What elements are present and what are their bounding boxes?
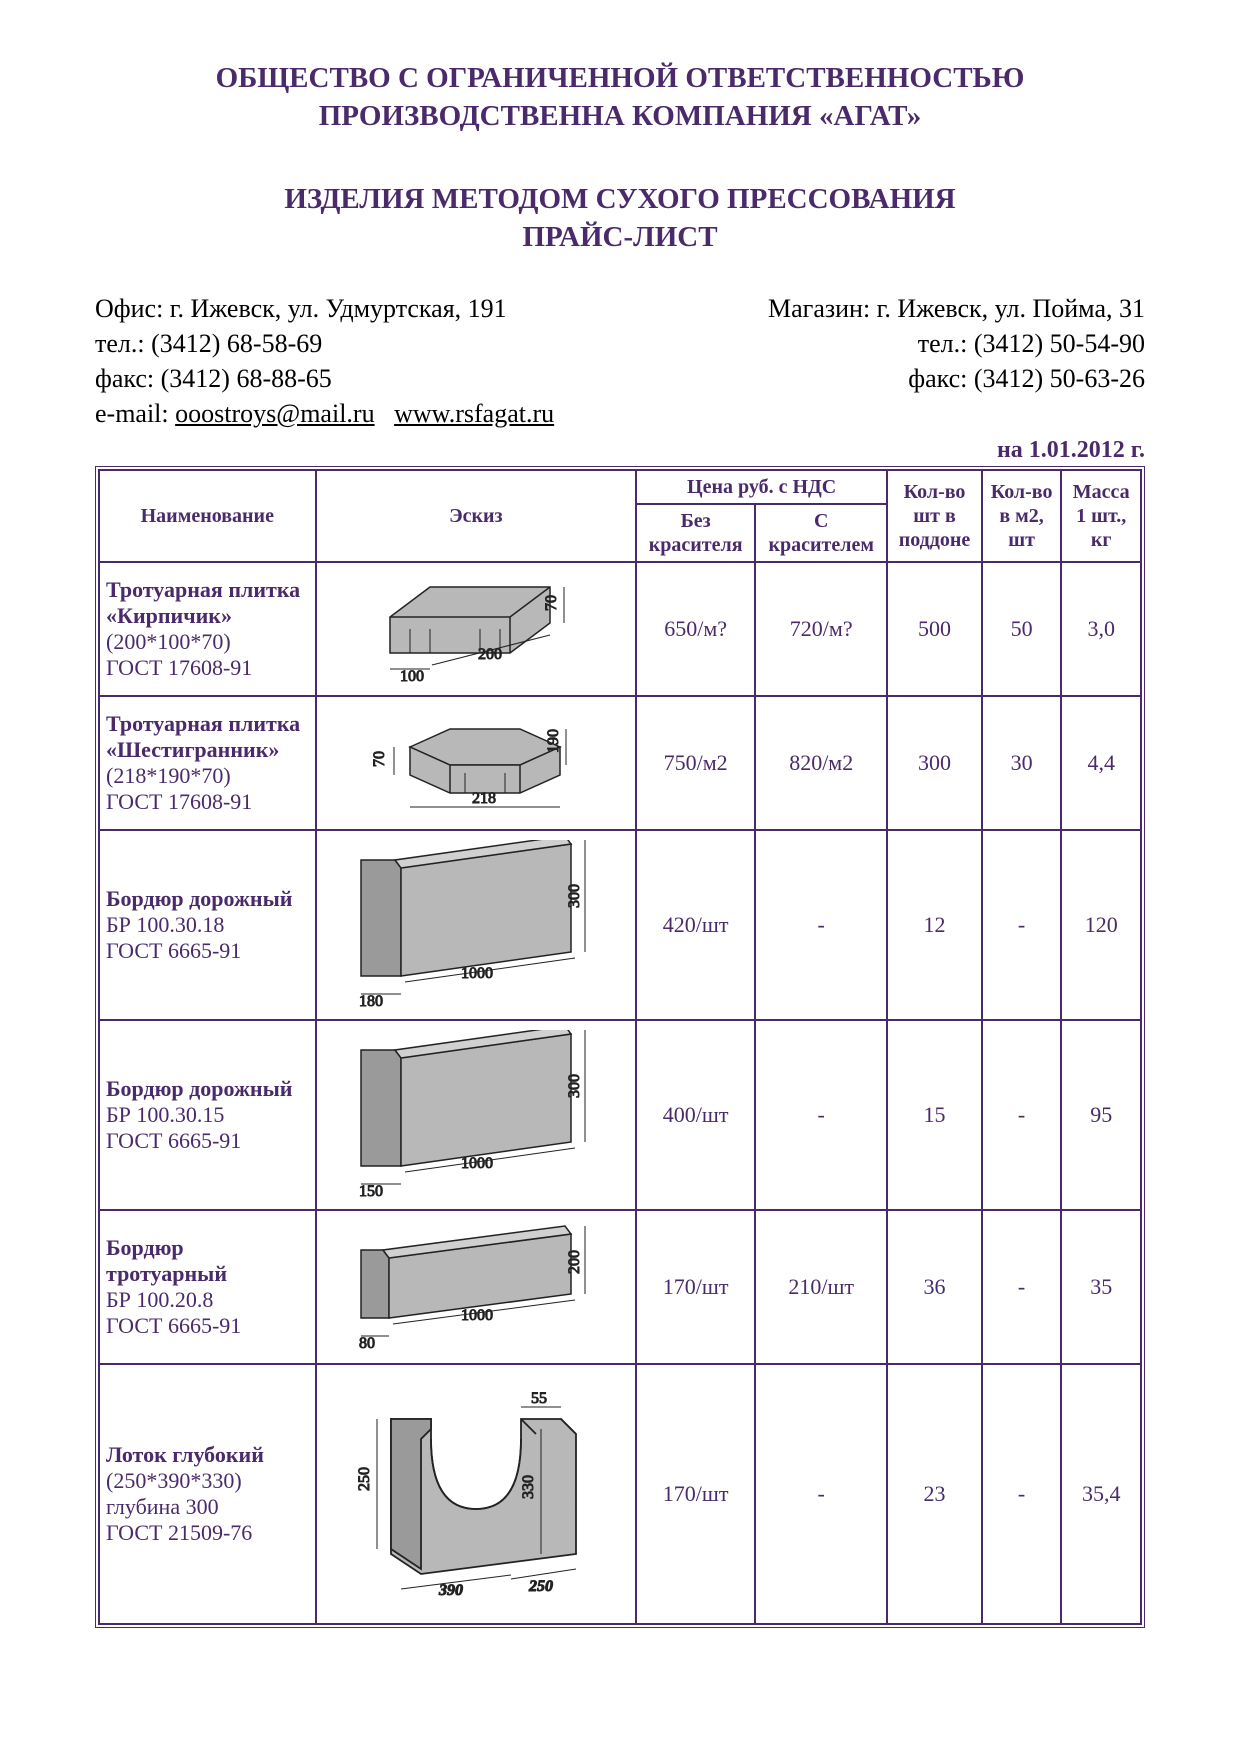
store-fax: факс: (3412) 50-63-26 xyxy=(725,361,1145,396)
svg-text:180: 180 xyxy=(359,993,383,1010)
cell-price-no-dye: 170/шт xyxy=(636,1364,755,1624)
cell-sketch: 100 200 70 xyxy=(316,562,636,696)
cell-mass: 95 xyxy=(1061,1020,1141,1210)
office-tel: тел.: (3412) 68-58-69 xyxy=(95,326,554,361)
svg-text:70: 70 xyxy=(371,751,388,767)
svg-text:80: 80 xyxy=(359,1335,375,1352)
cell-name: Лоток глубокий(250*390*330)глубина 300ГО… xyxy=(99,1364,316,1624)
cell-qty-m2: - xyxy=(982,1364,1062,1624)
cell-price-dye: 210/шт xyxy=(755,1210,887,1364)
cell-price-no-dye: 170/шт xyxy=(636,1210,755,1364)
doc-title: ИЗДЕЛИЯ МЕТОДОМ СУХОГО ПРЕССОВАНИЯ ПРАЙС… xyxy=(95,181,1145,256)
cell-sketch: 250 330 55 390 250 xyxy=(316,1364,636,1624)
cell-qty-pallet: 36 xyxy=(887,1210,982,1364)
svg-text:55: 55 xyxy=(531,1390,547,1407)
cell-price-no-dye: 750/м2 xyxy=(636,696,755,830)
table-row: Тротуарная плитка «Шестигранник»(218*190… xyxy=(99,696,1141,830)
svg-text:250: 250 xyxy=(356,1467,373,1491)
cell-qty-pallet: 15 xyxy=(887,1020,982,1210)
org-title: ОБЩЕСТВО С ОГРАНИЧЕННОЙ ОТВЕТСТВЕННОСТЬЮ… xyxy=(95,60,1145,135)
svg-text:100: 100 xyxy=(400,668,424,685)
svg-text:250: 250 xyxy=(528,1578,553,1595)
th-price-group: Цена руб. с НДС xyxy=(636,470,887,504)
cell-qty-m2: 50 xyxy=(982,562,1062,696)
cell-name: Тротуарная плитка «Шестигранник»(218*190… xyxy=(99,696,316,830)
svg-text:150: 150 xyxy=(359,1183,383,1200)
table-row: Лоток глубокий(250*390*330)глубина 300ГО… xyxy=(99,1364,1141,1624)
email-link[interactable]: ooostroys@mail.ru xyxy=(175,399,374,428)
cell-qty-m2: - xyxy=(982,1020,1062,1210)
office-addr: Офис: г. Ижевск, ул. Удмуртская, 191 xyxy=(95,291,554,326)
cell-qty-pallet: 12 xyxy=(887,830,982,1020)
svg-text:190: 190 xyxy=(545,729,562,753)
cell-name: Бордюр дорожныйБР 100.30.18ГОСТ 6665-91 xyxy=(99,830,316,1020)
table-row: Бордюр тротуарныйБР 100.20.8ГОСТ 6665-91… xyxy=(99,1210,1141,1364)
svg-text:390: 390 xyxy=(438,1582,463,1599)
cell-mass: 4,4 xyxy=(1061,696,1141,830)
cell-sketch: 150 1000 300 xyxy=(316,1020,636,1210)
cell-price-dye: - xyxy=(755,1020,887,1210)
cell-price-no-dye: 650/м? xyxy=(636,562,755,696)
office-fax: факс: (3412) 68-88-65 xyxy=(95,361,554,396)
th-price-no-dye: Без красителя xyxy=(636,504,755,562)
th-mass: Масса 1 шт., кг xyxy=(1061,470,1141,562)
cell-name: Бордюр дорожныйБР 100.30.15ГОСТ 6665-91 xyxy=(99,1020,316,1210)
th-qty-m2: Кол-во в м2, шт xyxy=(982,470,1062,562)
cell-price-dye: - xyxy=(755,1364,887,1624)
cell-sketch: 80 1000 200 xyxy=(316,1210,636,1364)
th-qty-pallet: Кол-во шт в поддоне xyxy=(887,470,982,562)
contacts-block: Офис: г. Ижевск, ул. Удмуртская, 191 тел… xyxy=(95,291,1145,431)
svg-text:218: 218 xyxy=(472,790,496,807)
svg-text:70: 70 xyxy=(543,595,560,611)
doc-title-l2: ПРАЙС-ЛИСТ xyxy=(522,221,717,253)
cell-mass: 3,0 xyxy=(1061,562,1141,696)
org-title-l2: ПРОИЗВОДСТВЕННА КОМПАНИЯ «АГАТ» xyxy=(319,100,921,132)
cell-mass: 35,4 xyxy=(1061,1364,1141,1624)
svg-text:200: 200 xyxy=(478,646,502,663)
th-price-dye: С красителем xyxy=(755,504,887,562)
price-table: Наименование Эскиз Цена руб. с НДС Кол-в… xyxy=(95,466,1145,1628)
cell-name: Бордюр тротуарныйБР 100.20.8ГОСТ 6665-91 xyxy=(99,1210,316,1364)
svg-text:1000: 1000 xyxy=(461,965,493,982)
cell-price-no-dye: 420/шт xyxy=(636,830,755,1020)
doc-title-l1: ИЗДЕЛИЯ МЕТОДОМ СУХОГО ПРЕССОВАНИЯ xyxy=(284,183,955,215)
svg-text:300: 300 xyxy=(566,1074,583,1098)
cell-price-dye: 720/м? xyxy=(755,562,887,696)
cell-price-dye: - xyxy=(755,830,887,1020)
cell-price-no-dye: 400/шт xyxy=(636,1020,755,1210)
th-sketch: Эскиз xyxy=(316,470,636,562)
cell-qty-m2: - xyxy=(982,830,1062,1020)
svg-text:330: 330 xyxy=(520,1475,537,1499)
cell-qty-pallet: 300 xyxy=(887,696,982,830)
table-row: Бордюр дорожныйБР 100.30.18ГОСТ 6665-91 … xyxy=(99,830,1141,1020)
cell-mass: 35 xyxy=(1061,1210,1141,1364)
th-name: Наименование xyxy=(99,470,316,562)
cell-sketch: 70 218 190 xyxy=(316,696,636,830)
org-title-l1: ОБЩЕСТВО С ОГРАНИЧЕННОЙ ОТВЕТСТВЕННОСТЬЮ xyxy=(216,62,1025,94)
cell-qty-pallet: 23 xyxy=(887,1364,982,1624)
svg-text:1000: 1000 xyxy=(461,1307,493,1324)
cell-sketch: 180 1000 300 xyxy=(316,830,636,1020)
store-addr: Магазин: г. Ижевск, ул. Пойма, 31 xyxy=(725,291,1145,326)
cell-name: Тротуарная плитка «Кирпичик»(200*100*70)… xyxy=(99,562,316,696)
email-label: e-mail: xyxy=(95,399,175,428)
cell-qty-m2: - xyxy=(982,1210,1062,1364)
svg-text:1000: 1000 xyxy=(461,1155,493,1172)
table-row: Бордюр дорожныйБР 100.30.15ГОСТ 6665-91 … xyxy=(99,1020,1141,1210)
store-tel: тел.: (3412) 50-54-90 xyxy=(725,326,1145,361)
cell-qty-m2: 30 xyxy=(982,696,1062,830)
svg-text:300: 300 xyxy=(566,884,583,908)
cell-qty-pallet: 500 xyxy=(887,562,982,696)
svg-text:200: 200 xyxy=(566,1250,583,1274)
effective-date: на 1.01.2012 г. xyxy=(95,437,1145,464)
cell-mass: 120 xyxy=(1061,830,1141,1020)
table-row: Тротуарная плитка «Кирпичик»(200*100*70)… xyxy=(99,562,1141,696)
cell-price-dye: 820/м2 xyxy=(755,696,887,830)
site-link[interactable]: www.rsfagat.ru xyxy=(394,399,554,428)
